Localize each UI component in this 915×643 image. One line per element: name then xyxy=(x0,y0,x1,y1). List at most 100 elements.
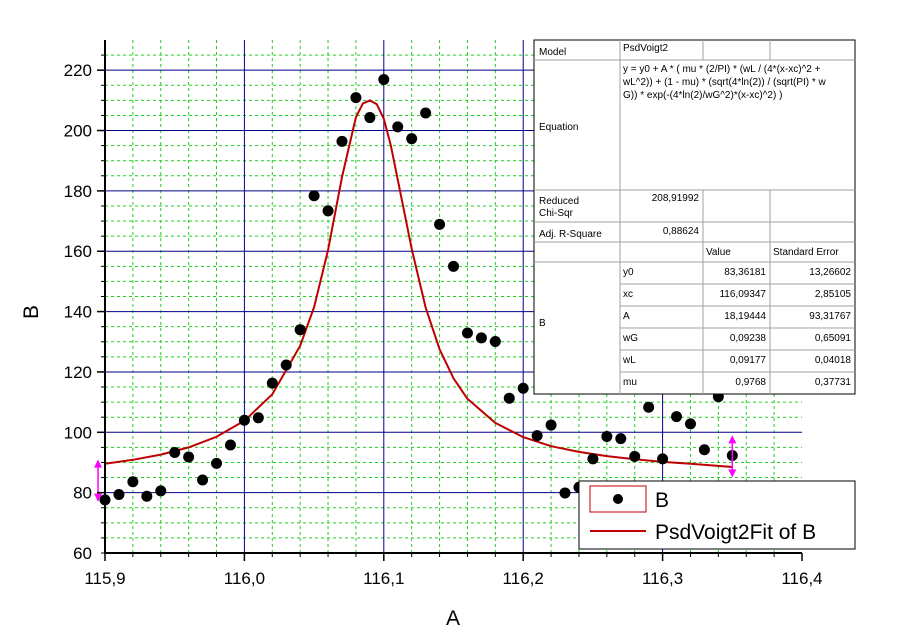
points-group xyxy=(99,74,738,506)
table-param-value: 83,36181 xyxy=(724,267,766,278)
error-marker-arrow-down xyxy=(94,493,103,502)
y-tick-label: 220 xyxy=(64,61,92,80)
table-param-error: 2,85105 xyxy=(815,289,852,300)
table-param-value: 18,19444 xyxy=(724,311,766,322)
data-point xyxy=(211,457,223,469)
y-tick-label: 80 xyxy=(73,484,92,503)
data-point xyxy=(308,190,320,202)
data-point xyxy=(364,112,376,124)
table-equation-line: G)) * exp(-(4*ln(2)/wG^2)*(x-xc)^2) ) xyxy=(623,90,782,101)
table-equation-line: y = y0 + A * ( mu * (2/PI) * (wL / (4*(x… xyxy=(623,64,821,75)
results-table: Model PsdVoigt2 Equation y = y0 + A * ( mu … xyxy=(533,39,856,395)
table-param-value: 0,9768 xyxy=(735,377,766,388)
data-point xyxy=(336,135,348,147)
data-point xyxy=(294,324,306,336)
ticks-group xyxy=(97,54,803,561)
fit-line-group xyxy=(104,99,733,468)
data-point xyxy=(671,411,683,423)
table-header-value: Value xyxy=(706,247,731,258)
y-tick-label: 60 xyxy=(73,544,92,563)
table-adjr2-value: 0,88624 xyxy=(663,226,700,237)
y-tick-label: 100 xyxy=(64,423,92,442)
data-point xyxy=(252,412,264,424)
data-point xyxy=(475,332,487,344)
data-point xyxy=(684,418,696,430)
data-point xyxy=(141,490,153,502)
data-point xyxy=(559,487,571,499)
error-marker-arrow-up xyxy=(728,435,737,444)
legend-label-points: B xyxy=(655,489,669,512)
x-tick-label: 116,0 xyxy=(224,569,265,588)
data-point xyxy=(657,453,669,465)
data-point xyxy=(643,401,655,413)
table-param-error: 13,26602 xyxy=(809,267,851,278)
data-point xyxy=(587,453,599,465)
x-axis-title: A xyxy=(446,607,460,630)
table-adjr2-label: Adj. R-Square xyxy=(539,229,602,240)
error-marker xyxy=(728,435,737,478)
data-point xyxy=(629,450,641,462)
data-point xyxy=(531,430,543,442)
legend-label-fit: PsdVoigt2Fit of B xyxy=(655,521,816,544)
table-param-name: mu xyxy=(623,377,637,388)
fit-line xyxy=(104,99,733,468)
y-tick-label: 180 xyxy=(64,182,92,201)
data-point xyxy=(113,488,125,500)
data-point xyxy=(406,133,418,145)
y-tick-label: 160 xyxy=(64,242,92,261)
data-point xyxy=(434,218,446,230)
error-marker xyxy=(94,459,103,502)
table-param-name: xc xyxy=(623,289,633,300)
table-equation-label: Equation xyxy=(539,122,578,133)
data-point xyxy=(266,377,278,389)
data-point xyxy=(350,92,362,104)
y-tick-label: 120 xyxy=(64,363,92,382)
data-point xyxy=(392,121,404,133)
x-tick-label: 115,9 xyxy=(84,569,125,588)
table-model-label: Model xyxy=(539,47,566,58)
table-param-value: 116,09347 xyxy=(719,289,766,300)
x-tick-label: 116,2 xyxy=(503,569,544,588)
table-param-name: wG xyxy=(622,333,638,344)
table-chisqr-label: Chi-Sqr xyxy=(539,208,574,219)
data-point xyxy=(378,74,390,86)
data-point xyxy=(224,439,236,451)
data-point xyxy=(420,107,432,119)
data-point xyxy=(448,260,459,272)
legend-frame xyxy=(578,480,856,550)
data-point xyxy=(155,485,167,497)
table-frame xyxy=(533,39,856,395)
table-equation-line: wL^2)) + (1 - mu) * (sqrt(4*ln(2)) / (sq… xyxy=(622,77,827,88)
error-marker-arrow-up xyxy=(94,459,103,468)
table-param-error: 0,37731 xyxy=(815,377,852,388)
legend: B PsdVoigt2Fit of B xyxy=(578,480,856,550)
data-point xyxy=(615,433,627,445)
data-point xyxy=(183,451,195,463)
legend-marker-point xyxy=(613,494,623,504)
table-param-name: y0 xyxy=(623,267,634,278)
table-param-error: 93,31767 xyxy=(809,311,851,322)
y-tick-label: 200 xyxy=(64,122,92,141)
tick-labels-group: 115,9 116,0 116,1 116,2 116,3 116,4 60 80 100 120… xyxy=(64,61,823,588)
data-point xyxy=(698,444,710,456)
markers-group xyxy=(94,435,737,502)
table-param-error: 0,04018 xyxy=(815,355,852,366)
x-tick-label: 116,4 xyxy=(781,569,822,588)
legend-marker-box xyxy=(589,485,647,513)
table-model-value: PsdVoigt2 xyxy=(623,43,668,54)
data-point xyxy=(127,476,139,488)
table-param-name: wL xyxy=(622,355,636,366)
table-param-group: B xyxy=(539,318,546,329)
table-param-value: 0,09238 xyxy=(730,333,767,344)
data-point xyxy=(461,327,473,339)
y-tick-label: 140 xyxy=(64,303,92,322)
data-point xyxy=(322,205,334,217)
data-point xyxy=(601,431,613,443)
error-marker-arrow-down xyxy=(728,469,737,478)
y-axis-title: B xyxy=(20,305,43,319)
table-chisqr-label: Reduced xyxy=(539,196,579,207)
data-point xyxy=(197,474,209,486)
data-point xyxy=(489,335,501,347)
data-point xyxy=(169,447,181,459)
